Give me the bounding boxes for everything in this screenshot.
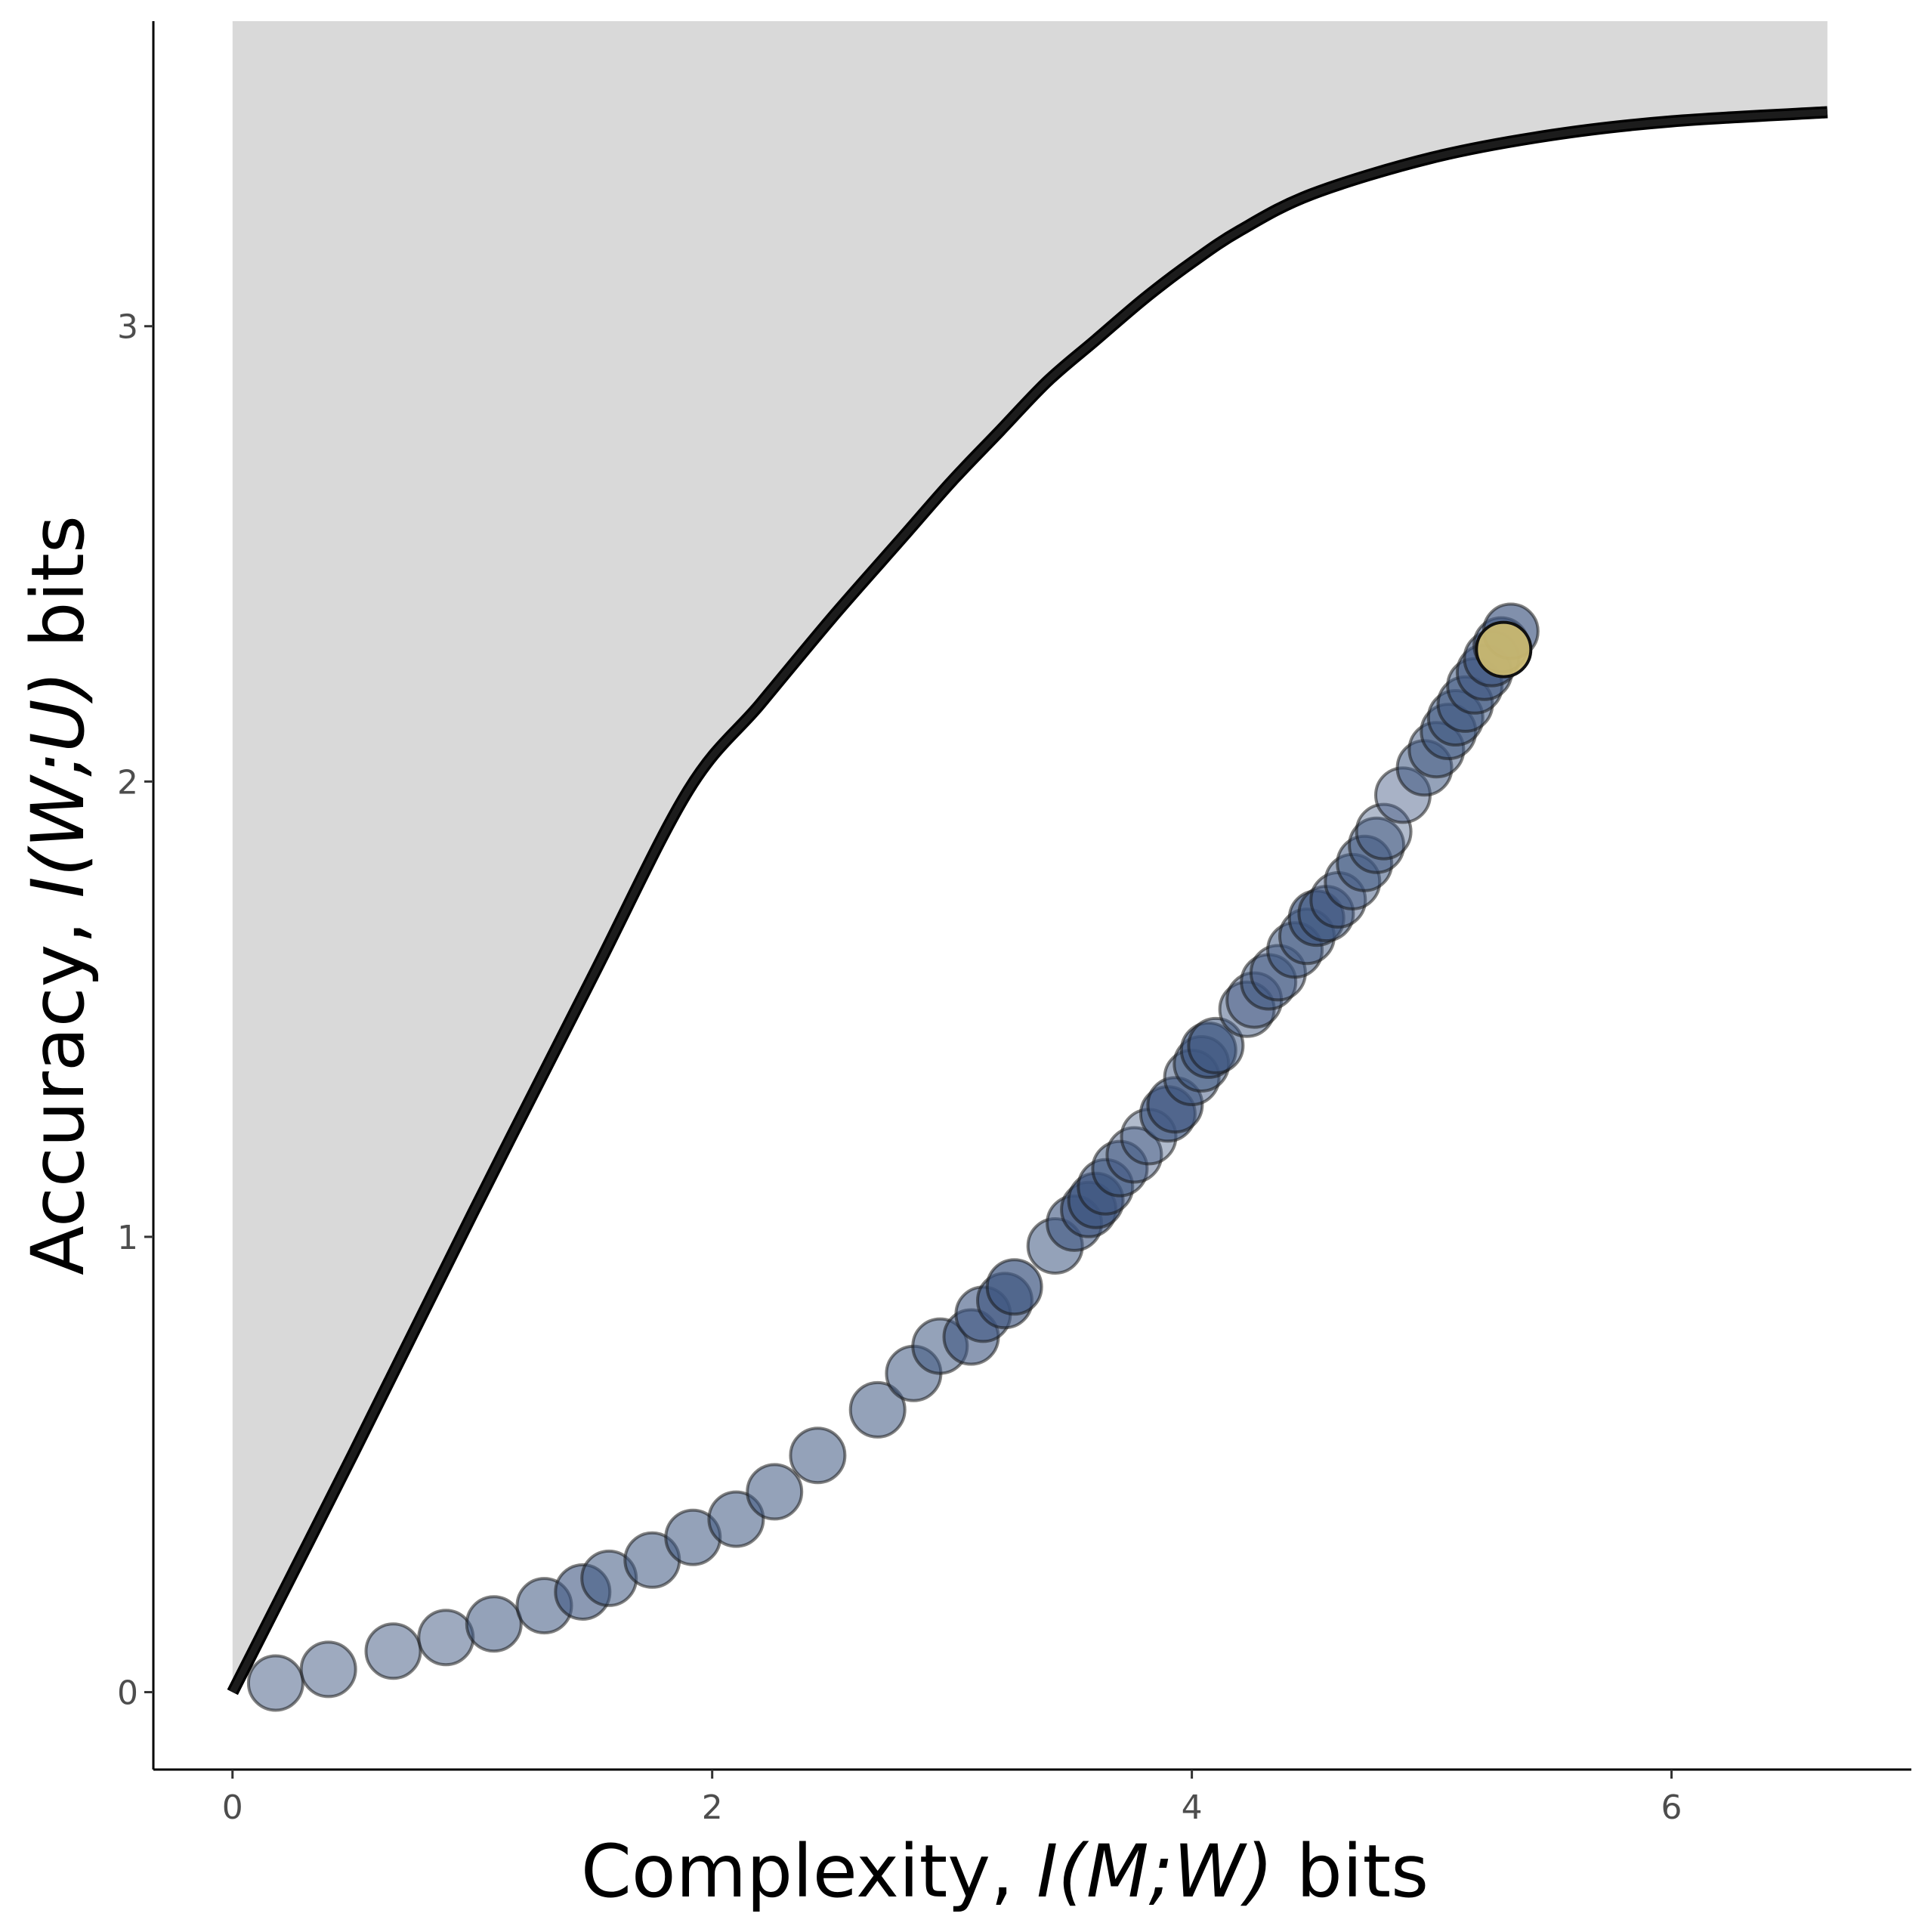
data-point-3 (364, 1622, 422, 1680)
x-tick-label-2: 2 (702, 1788, 723, 1827)
data-point-12 (746, 1463, 804, 1521)
x-axis-title: Complexity, I(M;W) bits (581, 1829, 1429, 1914)
y-tick-label-3: 3 (117, 308, 138, 347)
y-tick-label-2: 2 (117, 763, 138, 802)
y-axis-title-variable: I(W;U) (16, 671, 100, 898)
y-axis-title-prefix: Accuracy, (16, 898, 100, 1275)
data-point-13 (789, 1427, 847, 1485)
y-axis-ticks: 0 1 2 3 (117, 308, 153, 1713)
y-tick-label-0: 0 (117, 1674, 138, 1713)
data-point-4 (417, 1609, 475, 1667)
unachievable-region-fill (232, 21, 1827, 1692)
x-axis-title-suffix: bits (1273, 1829, 1429, 1914)
data-point-34 (1187, 1016, 1245, 1074)
scatter-points (246, 602, 1540, 1712)
x-axis-title-prefix: Complexity, (581, 1829, 1037, 1914)
x-axis-title-variable: I(M;W) (1037, 1829, 1273, 1914)
y-axis-title: Accuracy, I(W;U) bits (16, 515, 100, 1275)
data-point-14 (848, 1380, 907, 1439)
plot-area (227, 21, 1828, 1712)
y-tick-label-1: 1 (117, 1219, 138, 1257)
x-tick-label-4: 4 (1182, 1788, 1203, 1827)
frontier-curve-highlight (229, 109, 1828, 1694)
x-tick-label-0: 0 (222, 1788, 243, 1827)
data-point-20 (985, 1258, 1043, 1316)
x-tick-label-6: 6 (1661, 1788, 1682, 1827)
data-point-2 (299, 1640, 357, 1699)
highlighted-point-layer (1475, 620, 1533, 679)
data-point-47 (1355, 802, 1413, 861)
data-point-1 (246, 1654, 304, 1712)
y-axis-title-suffix: bits (16, 515, 100, 671)
x-axis-ticks: 0 2 4 6 (222, 1770, 1682, 1827)
data-point-5 (465, 1595, 523, 1653)
highlighted-data-point (1475, 620, 1533, 679)
